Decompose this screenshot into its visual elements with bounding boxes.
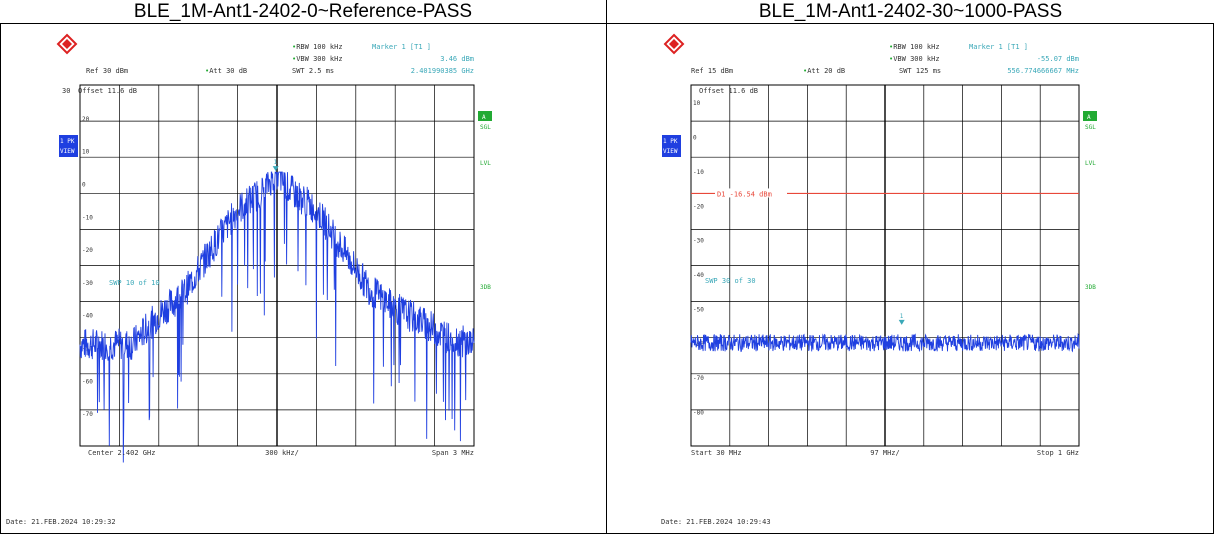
limit-line-d1 [691,188,1079,198]
mode-badge-label: A [482,114,486,121]
side-right-2: 3DB [480,284,491,291]
y-tick-label: -80 [693,410,704,417]
y-tick-label: -60 [82,378,93,385]
spectrum-trace [690,333,1080,353]
spectrum-panel-left: •RBW 100 kHz •VBW 300 kHz Marker 1 [T1 ]… [0,25,605,534]
side-right-1: LVL [480,160,491,167]
limit-label-bg [715,188,787,198]
marker-title: Marker 1 [T1 ] [372,43,431,51]
plot-grid [79,84,475,447]
top-tick: 30 [62,87,70,95]
capture-date: Date: 21.FEB.2024 10:29:43 [661,518,771,526]
x-division-label: 300 kHz/ [265,449,299,457]
marker-number: 1 [274,159,278,166]
svg-text:•Att 30 dB: •Att 30 dB [205,67,247,75]
y-tick-label: -30 [82,280,93,287]
sweep-time: SWT 2.5 ms [292,67,334,75]
panel-divider [606,0,607,534]
mode-badge-label: A [1087,114,1091,121]
y-tick-label: -70 [82,411,93,418]
y-tick-label: -40 [693,272,704,279]
svg-text:•RBW 100 kHz: •RBW 100 kHz [292,43,343,51]
x-end-label: Span 3 MHz [432,449,474,457]
y-tick-label: 0 [82,181,86,188]
marker-frequency: 556.774666667 MHz [1007,67,1079,75]
y-tick-label: -40 [82,313,93,320]
y-tick-label: -50 [693,306,704,313]
x-division-label: 97 MHz/ [870,449,900,457]
marker-triangle [898,319,905,325]
limit-line-label: D1 -16.54 dBm [717,190,772,198]
x-start-label: Start 30 MHz [691,449,742,457]
y-tick-label: 10 [82,149,90,156]
y-tick-label: -30 [693,238,704,245]
marker-frequency: 2.401990385 GHz [411,67,474,75]
marker-level: 3.46 dBm [440,55,474,63]
marker-level: -55.07 dBm [1037,55,1079,63]
y-tick-label: -20 [693,203,704,210]
mode-badge-sub: SGL [1085,124,1096,131]
rohde-schwarz-logo-icon [56,33,78,55]
capture-date: Date: 21.FEB.2024 10:29:32 [6,518,116,526]
sweep-time: SWT 125 ms [899,67,941,75]
trace-side-tag [59,135,78,157]
y-tick-label: -10 [693,169,704,176]
offset-label: Offset 11.6 dB [78,87,137,95]
rohde-schwarz-logo-icon [663,33,685,55]
mode-badge [478,111,492,121]
marker-triangle [272,166,279,172]
ref-level: Ref 15 dBm [691,67,733,75]
trace-side-tag [662,135,681,157]
y-tick-label: 10 [693,100,701,107]
sweep-count: SWP 10 of 10 [109,279,160,287]
sweep-count: SWP 30 of 30 [705,277,756,285]
ref-level: Ref 30 dBm [86,67,128,75]
panel-title-left: BLE_1M-Ant1-2402-0~Reference-PASS [0,0,606,24]
spectrum-trace [79,171,475,463]
marker-1: 1 [898,313,905,325]
x-start-label: Center 2.402 GHz [88,449,155,457]
attenuation: Att 30 dB [209,67,247,75]
y-tick-label: 0 [693,135,697,142]
spectrum-panel-right: •RBW 100 kHz •VBW 300 kHz Marker 1 [T1 ]… [607,25,1212,534]
spectrum-plot-right: •RBW 100 kHz •VBW 300 kHz Marker 1 [T1 ]… [661,33,1097,526]
side-right-2: 3DB [1085,284,1096,291]
side-left-1: 1 PK [663,138,678,145]
attenuation: Att 20 dB [807,67,845,75]
svg-text:•VBW 300 kHz: •VBW 300 kHz [292,55,343,63]
side-left-2: VIEW [663,148,678,155]
svg-text:•Att 20 dB: •Att 20 dB [803,67,845,75]
y-tick-label: -10 [82,214,93,221]
marker-number: 1 [900,313,904,320]
plot-grid [690,84,1080,447]
rbw-label: RBW 100 kHz [893,43,939,51]
vbw-label: VBW 300 kHz [296,55,342,63]
mode-badge-sub: SGL [480,124,491,131]
side-right-1: LVL [1085,160,1096,167]
side-left-2: VIEW [60,148,75,155]
offset-label: Offset 11.6 dB [699,87,758,95]
x-end-label: Stop 1 GHz [1037,449,1079,457]
svg-text:•RBW 100 kHz: •RBW 100 kHz [889,43,940,51]
svg-text:•VBW 300 kHz: •VBW 300 kHz [889,55,940,63]
y-tick-label: 20 [82,116,90,123]
marker-1: 1 [272,159,279,172]
marker-title: Marker 1 [T1 ] [969,43,1028,51]
y-tick-labels: 100-10-20-30-40-50-60-70-80 [693,100,704,416]
spectrum-plot-left: •RBW 100 kHz •VBW 300 kHz Marker 1 [T1 ]… [6,33,492,526]
trace-polyline [690,333,1080,353]
mode-badge [1083,111,1097,121]
y-tick-label: -20 [82,247,93,254]
vbw-label: VBW 300 kHz [893,55,939,63]
rbw-label: RBW 100 kHz [296,43,342,51]
side-left-1: 1 PK [60,138,75,145]
y-tick-label: -70 [693,375,704,382]
panel-title-right: BLE_1M-Ant1-2402-30~1000-PASS [607,0,1214,24]
trace-polyline [79,171,475,463]
